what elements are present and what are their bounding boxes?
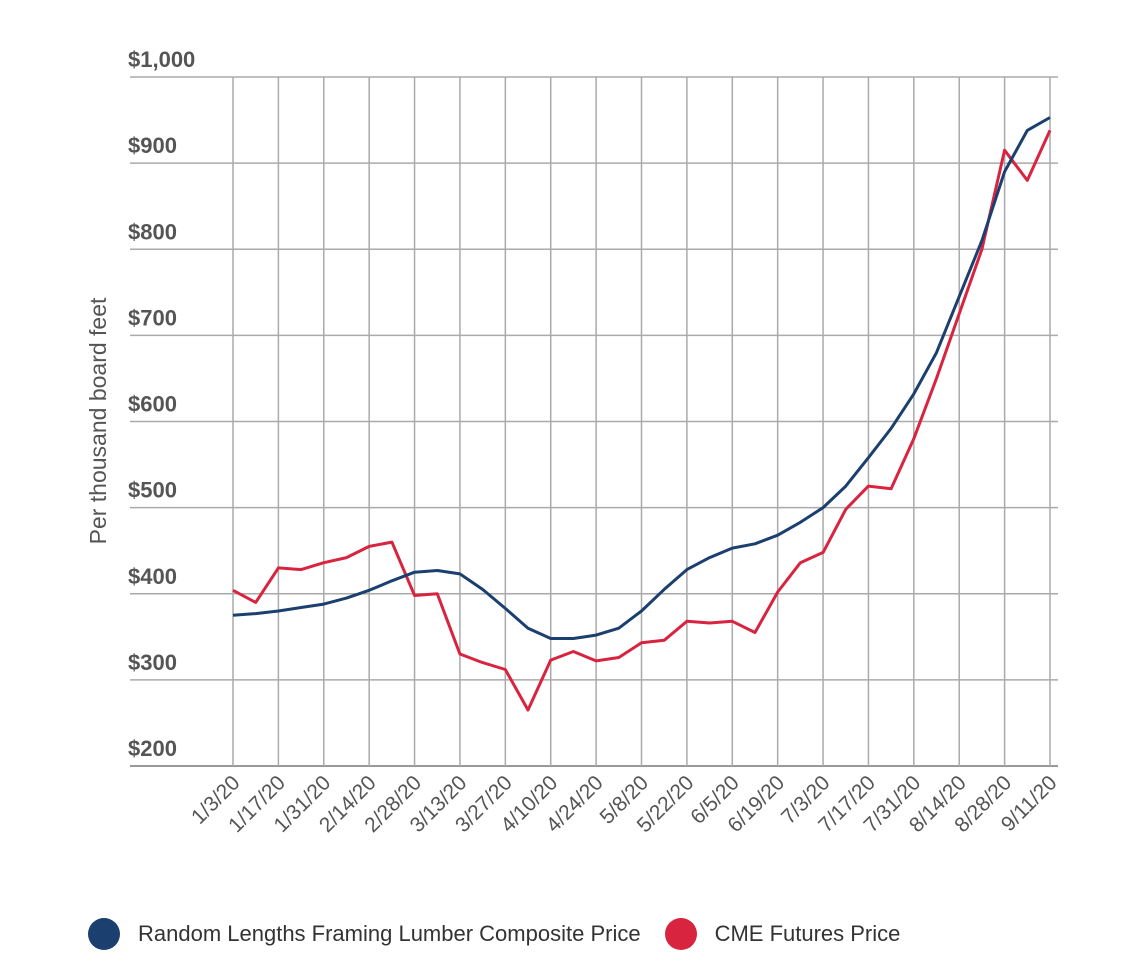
series-line-cme (232, 129, 1052, 712)
y-axis-label: Per thousand board feet (85, 297, 111, 544)
y-tick-label: $600 (128, 392, 177, 417)
legend-label-cme: CME Futures Price (714, 921, 901, 946)
y-tick-label: $400 (128, 564, 177, 589)
line-chart: $200$300$400$500$600$700$800$900$1,0001/… (85, 47, 1062, 837)
legend-swatch-random-lengths (88, 918, 120, 950)
y-tick-label: $300 (128, 650, 177, 675)
legend-swatch-cme (664, 918, 697, 950)
legend-item-random-lengths: Random Lengths Framing Lumber Composite … (88, 918, 641, 950)
legend-label-random-lengths: Random Lengths Framing Lumber Composite … (138, 921, 641, 946)
y-tick-label: $700 (128, 305, 177, 330)
legend-item-cme: CME Futures Price (664, 918, 901, 950)
y-tick-label: $800 (128, 219, 177, 244)
y-tick-label: $500 (128, 478, 177, 503)
series-line-random-lengths (232, 116, 1051, 640)
y-tick-label: $1,000 (128, 47, 195, 72)
y-tick-label: $900 (128, 133, 177, 158)
legend: Random Lengths Framing Lumber Composite … (88, 918, 924, 950)
y-tick-label: $200 (128, 736, 177, 761)
